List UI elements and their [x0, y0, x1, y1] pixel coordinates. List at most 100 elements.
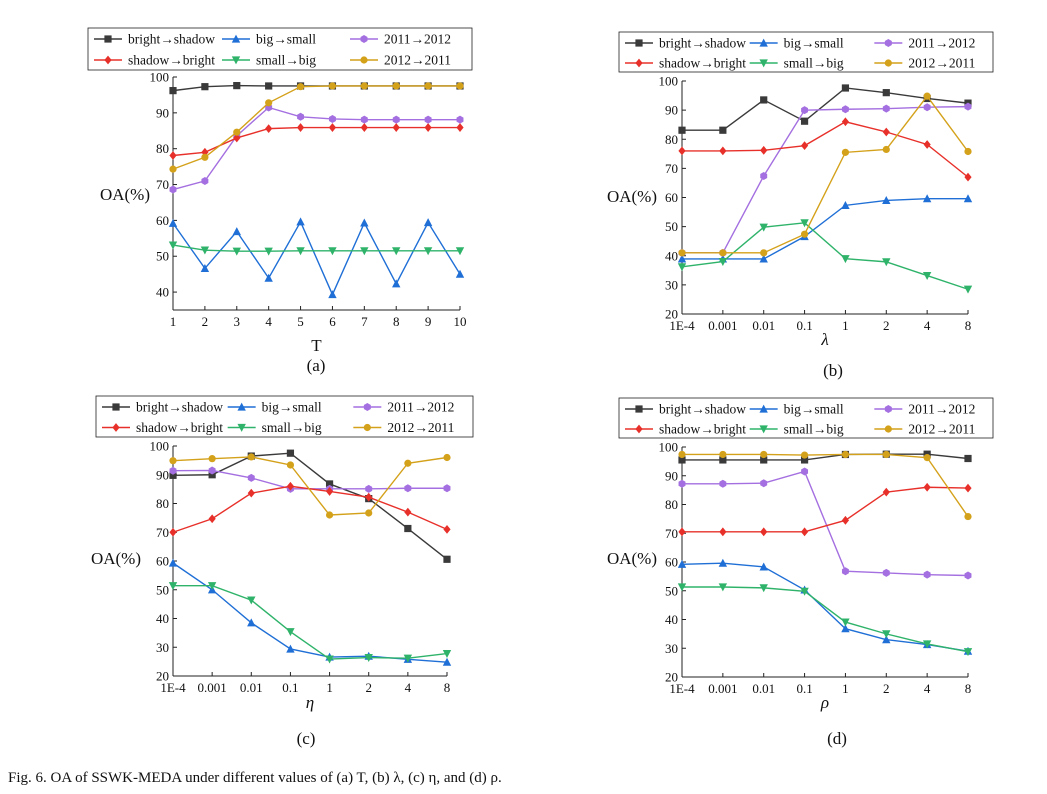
- data-point: [760, 96, 768, 104]
- data-point: [456, 115, 464, 124]
- legend-label: small→big: [256, 53, 316, 68]
- series-line: [682, 197, 968, 260]
- y-axis-title: OA(%): [91, 549, 141, 568]
- legend-label: small→big: [784, 422, 844, 437]
- legend-label: 2012→2011: [387, 420, 454, 435]
- legend-box: [618, 397, 994, 439]
- data-point: [922, 271, 932, 280]
- data-point: [841, 567, 849, 576]
- chart-c-svg: bright→shadow big→small 2011→2012 shadow→br…: [91, 395, 474, 712]
- data-point: [719, 527, 727, 537]
- legend-box: [95, 395, 474, 438]
- data-point: [678, 456, 686, 464]
- data-point: [801, 106, 809, 115]
- series-line: [682, 105, 969, 254]
- data-point: [264, 247, 273, 256]
- data-point: [882, 104, 890, 113]
- series-line: [172, 106, 460, 191]
- panel-d: bright→shadow big→small 2011→2012 shadow→br…: [523, 390, 1047, 760]
- y-axis-title: OA(%): [607, 187, 657, 206]
- data-point: [392, 279, 401, 288]
- y-tick-label: 100: [659, 74, 679, 89]
- data-point: [677, 583, 687, 592]
- data-point: [208, 514, 216, 524]
- x-tick-label: 0.01: [752, 681, 775, 696]
- data-point: [455, 269, 465, 278]
- data-point: [365, 484, 373, 493]
- series-line: [682, 453, 969, 517]
- y-tick-label: 30: [665, 641, 678, 656]
- y-tick-label: 90: [665, 468, 678, 483]
- data-point: [882, 450, 890, 459]
- x-tick-label: 1E-4: [669, 318, 695, 333]
- y-tick-label: 50: [156, 582, 169, 597]
- series-line: [172, 562, 448, 663]
- x-tick-label: 1: [170, 314, 177, 329]
- data-point: [963, 285, 973, 294]
- x-tick-label: 1: [842, 318, 849, 333]
- data-point: [168, 558, 178, 567]
- data-point: [719, 146, 727, 156]
- y-tick-label: 70: [665, 161, 678, 176]
- panel-b-label: (b): [823, 361, 843, 380]
- series-y2012_2011: [169, 82, 464, 173]
- data-point: [760, 527, 768, 537]
- data-point: [923, 570, 931, 579]
- legend-label: 2011→2012: [908, 402, 975, 417]
- data-point: [404, 507, 412, 517]
- data-point: [392, 82, 400, 90]
- data-point: [882, 196, 891, 205]
- legend-label: 2011→2012: [908, 36, 975, 51]
- data-point: [201, 153, 209, 161]
- data-point: [443, 555, 451, 563]
- legend-marker: [884, 425, 892, 433]
- legend-marker: [884, 39, 892, 47]
- data-point: [286, 644, 295, 653]
- x-tick-label: 0.01: [752, 318, 775, 333]
- series-line: [682, 94, 969, 254]
- legend-marker: [112, 403, 120, 411]
- x-axis-title: η: [306, 693, 314, 712]
- data-point: [841, 200, 850, 209]
- data-point: [168, 218, 178, 227]
- legend-label: big→small: [262, 400, 322, 415]
- x-tick-label: 4: [924, 681, 931, 696]
- data-point: [923, 454, 931, 462]
- x-tick-label: 8: [444, 680, 451, 695]
- chart-b-svg: bright→shadow big→small 2011→2012 shadow→br…: [607, 31, 994, 349]
- data-point: [296, 83, 305, 91]
- y-tick-label: 70: [156, 525, 169, 540]
- data-point: [247, 473, 255, 482]
- y-tick-label: 60: [665, 190, 678, 205]
- data-point: [360, 247, 369, 256]
- data-point: [297, 112, 305, 121]
- data-point: [964, 483, 972, 493]
- x-tick-label: 8: [965, 318, 972, 333]
- x-tick-label: 7: [361, 314, 368, 329]
- data-point: [759, 584, 768, 593]
- series-big_small: [168, 558, 452, 666]
- data-point: [678, 146, 686, 156]
- data-point: [296, 247, 305, 256]
- y-tick-label: 20: [665, 670, 678, 685]
- y-tick-label: 80: [665, 132, 678, 147]
- panel-a-label: (a): [306, 356, 326, 375]
- y-tick-label: 30: [665, 277, 678, 292]
- series-line: [682, 121, 969, 178]
- x-tick-label: 0.1: [796, 318, 812, 333]
- x-tick-label: 6: [329, 314, 336, 329]
- data-point: [169, 165, 177, 173]
- data-point: [841, 105, 849, 114]
- data-point: [678, 126, 686, 134]
- legend-label: shadow→bright: [128, 53, 215, 68]
- data-point: [443, 453, 451, 462]
- legend: bright→shadow big→small 2011→2012 shadow→br…: [87, 27, 473, 71]
- data-point: [360, 82, 368, 90]
- y-tick-label: 70: [156, 177, 169, 192]
- data-point: [759, 562, 768, 571]
- data-point: [800, 527, 809, 537]
- x-tick-label: 8: [965, 681, 972, 696]
- data-point: [233, 133, 241, 143]
- data-point: [882, 127, 890, 137]
- series-line: [682, 470, 969, 577]
